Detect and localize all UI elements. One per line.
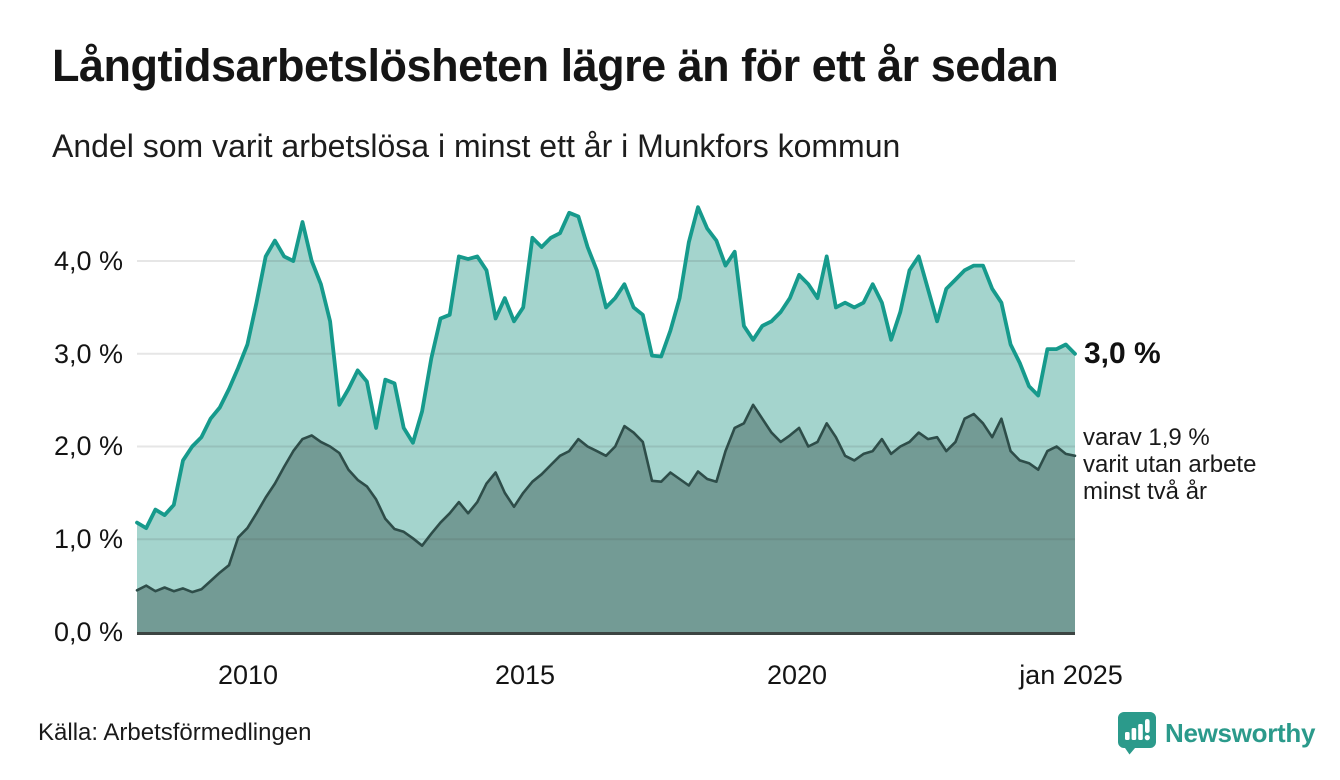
y-axis-label-3: 3,0 %: [53, 339, 123, 369]
annotation-line-2: varit utan arbete: [1083, 451, 1257, 478]
y-axis-label-0: 0,0 %: [53, 617, 123, 647]
y-axis-label-1: 1,0 %: [53, 524, 123, 554]
series-line-0: [135, 205, 1077, 530]
newsworthy-logo-icon: [1118, 712, 1156, 755]
series-end-value-total: 3,0 %: [1084, 337, 1161, 370]
page-subtitle: Andel som varit arbetslösa i minst ett å…: [52, 128, 901, 164]
x-axis-label-2020: 2020: [766, 660, 828, 690]
x-axis-label-2010: 2010: [217, 660, 279, 690]
y-axis-label-4: 4,0 %: [53, 246, 123, 276]
series-line-1: [135, 403, 1077, 594]
newsworthy-brand: Newsworthy: [1117, 711, 1315, 755]
y-axis-label-2: 2,0 %: [53, 431, 123, 461]
annotation-line-1: varav 1,9 %: [1083, 424, 1210, 451]
page-title: Långtidsarbetslösheten lägre än för ett …: [52, 40, 1059, 91]
x-axis-label-jan-2025: jan 2025: [1019, 660, 1123, 690]
annotation-line-3: minst två år: [1083, 478, 1208, 505]
series-area-0: [137, 207, 1075, 632]
series-area-1: [137, 404, 1075, 632]
source-attribution: Källa: Arbetsförmedlingen: [38, 719, 312, 746]
newsworthy-brand-name: Newsworthy: [1165, 717, 1316, 748]
series-end-annotation-two-years: varav 1,9 % varit utan arbete minst två …: [1083, 424, 1256, 505]
x-axis-label-2015: 2015: [494, 660, 556, 690]
